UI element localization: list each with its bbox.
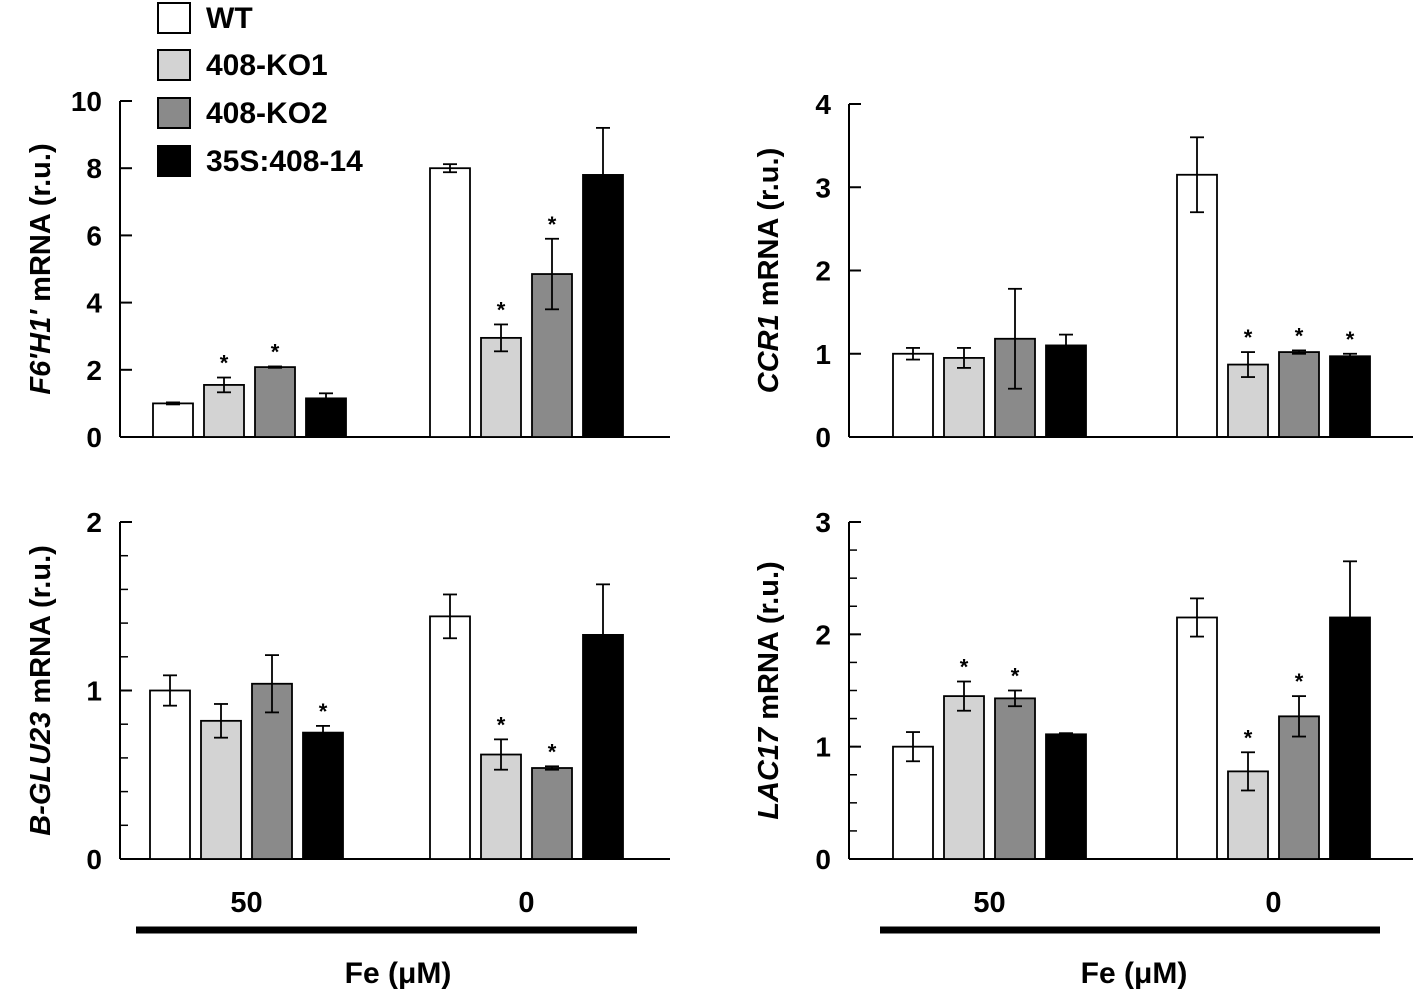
x-axis-title: Fe (μM) [345,957,452,990]
significance-asterisk: * [220,351,229,376]
y-tick-label: 3 [815,507,831,538]
bar-35s-408-14 [305,397,347,438]
significance-asterisk: * [548,739,557,764]
x-category-label: 50 [973,887,1005,919]
y-axis-label-units: mRNA (r.u.) [25,545,57,711]
y-tick-label: 1 [815,339,831,370]
legend-label: WT [206,2,253,35]
y-tick-label: 2 [86,355,102,386]
y-tick-label: 10 [71,86,102,117]
y-tick-label: 2 [815,256,831,287]
y-axis-label-gene: F6'H1' [25,309,57,395]
x-axis-title: Fe (μM) [1081,957,1188,990]
bar-35s-408-14 [1329,355,1371,438]
bar-wt [1176,616,1218,860]
bar-408-ko2 [254,366,296,438]
significance-asterisk: * [1244,725,1253,750]
bar-408-ko2 [994,697,1036,860]
x-category-label: 0 [518,887,534,919]
significance-asterisk: * [1295,669,1304,694]
y-tick-label: 0 [815,844,831,875]
legend-swatch-408-ko2 [157,97,191,129]
legend-label: 408-KO2 [206,97,328,130]
y-tick-label: 1 [815,732,831,763]
significance-asterisk: * [319,699,328,724]
bar-408-ko1 [943,695,985,860]
x-category-label: 50 [230,887,262,919]
chart-panel-bottom-left: 0 1 2 B-GLU23 mRNA (r.u.) * * * 50 0 [25,507,670,919]
significance-asterisk: * [1244,325,1253,350]
y-axis-label-gene: B-GLU23 [25,712,57,836]
legend-swatch-35s-408-14 [157,145,191,177]
bar-408-ko2 [1278,351,1320,438]
y-tick-label: 0 [86,422,102,453]
y-axis-label-gene: LAC17 [753,726,785,820]
bar-wt [152,402,194,438]
bar-408-ko1 [480,753,522,860]
significance-asterisk: * [1011,664,1020,689]
bar-wt [429,615,471,860]
y-axis-label: F6'H1' mRNA (r.u.) [25,143,57,394]
y-tick-label: 2 [815,619,831,650]
y-tick-label: 1 [86,676,102,707]
y-tick-label: 8 [86,153,102,184]
bar-wt [892,745,934,860]
y-axis-label: LAC17 mRNA (r.u.) [753,561,785,819]
legend-label: 35S:408-14 [206,145,363,178]
chart-panel-top-left: 0 2 4 6 8 10 F6'H1' mRNA (r.u.) * * * * [25,86,670,453]
y-tick-label: 2 [86,507,102,538]
legend-swatch-wt [157,2,191,34]
y-axis-label-gene: CCR1 [753,314,785,393]
bar-wt [429,167,471,438]
bar-wt [149,689,191,860]
y-axis-label-units: mRNA (r.u.) [753,561,785,727]
legend: WT 408-KO1 408-KO2 35S:408-14 [157,2,363,178]
y-tick-label: 0 [815,422,831,453]
bar-35s-408-14 [1045,733,1087,860]
y-tick-label: 4 [815,89,831,120]
y-axis-label-units: mRNA (r.u.) [25,143,57,309]
significance-asterisk: * [497,297,506,322]
bar-408-ko1 [203,384,245,438]
bar-408-ko1 [480,336,522,438]
x-category-label: 0 [1265,887,1281,919]
y-tick-label: 6 [86,220,102,251]
y-tick-label: 0 [86,844,102,875]
significance-asterisk: * [548,212,557,237]
bar-wt [1176,173,1218,438]
significance-asterisk: * [497,712,506,737]
bar-408-ko2 [531,767,573,860]
significance-asterisk: * [1295,323,1304,348]
legend-label: 408-KO1 [206,49,328,82]
bar-35s-408-14 [302,731,344,860]
y-axis-label: B-GLU23 mRNA (r.u.) [25,545,57,836]
legend-swatch-408-ko1 [157,49,191,81]
bar-408-ko1 [200,719,242,860]
bar-wt [892,352,934,438]
y-axis-label-units: mRNA (r.u.) [753,148,785,314]
bar-35s-408-14 [1045,344,1087,438]
significance-asterisk: * [1346,327,1355,352]
y-axis-label: CCR1 mRNA (r.u.) [753,148,785,393]
chart-panel-bottom-right: 0 1 2 3 LAC17 mRNA (r.u.) * * * * 50 0 [753,507,1413,919]
y-tick-label: 4 [86,288,102,319]
significance-asterisk: * [960,655,969,680]
chart-panel-top-right: 0 1 2 3 4 CCR1 mRNA (r.u.) * * * [753,89,1413,453]
y-tick-label: 3 [815,172,831,203]
bar-408-ko1 [943,357,985,438]
significance-asterisk: * [271,339,280,364]
bar-408-ko2 [1278,715,1320,860]
